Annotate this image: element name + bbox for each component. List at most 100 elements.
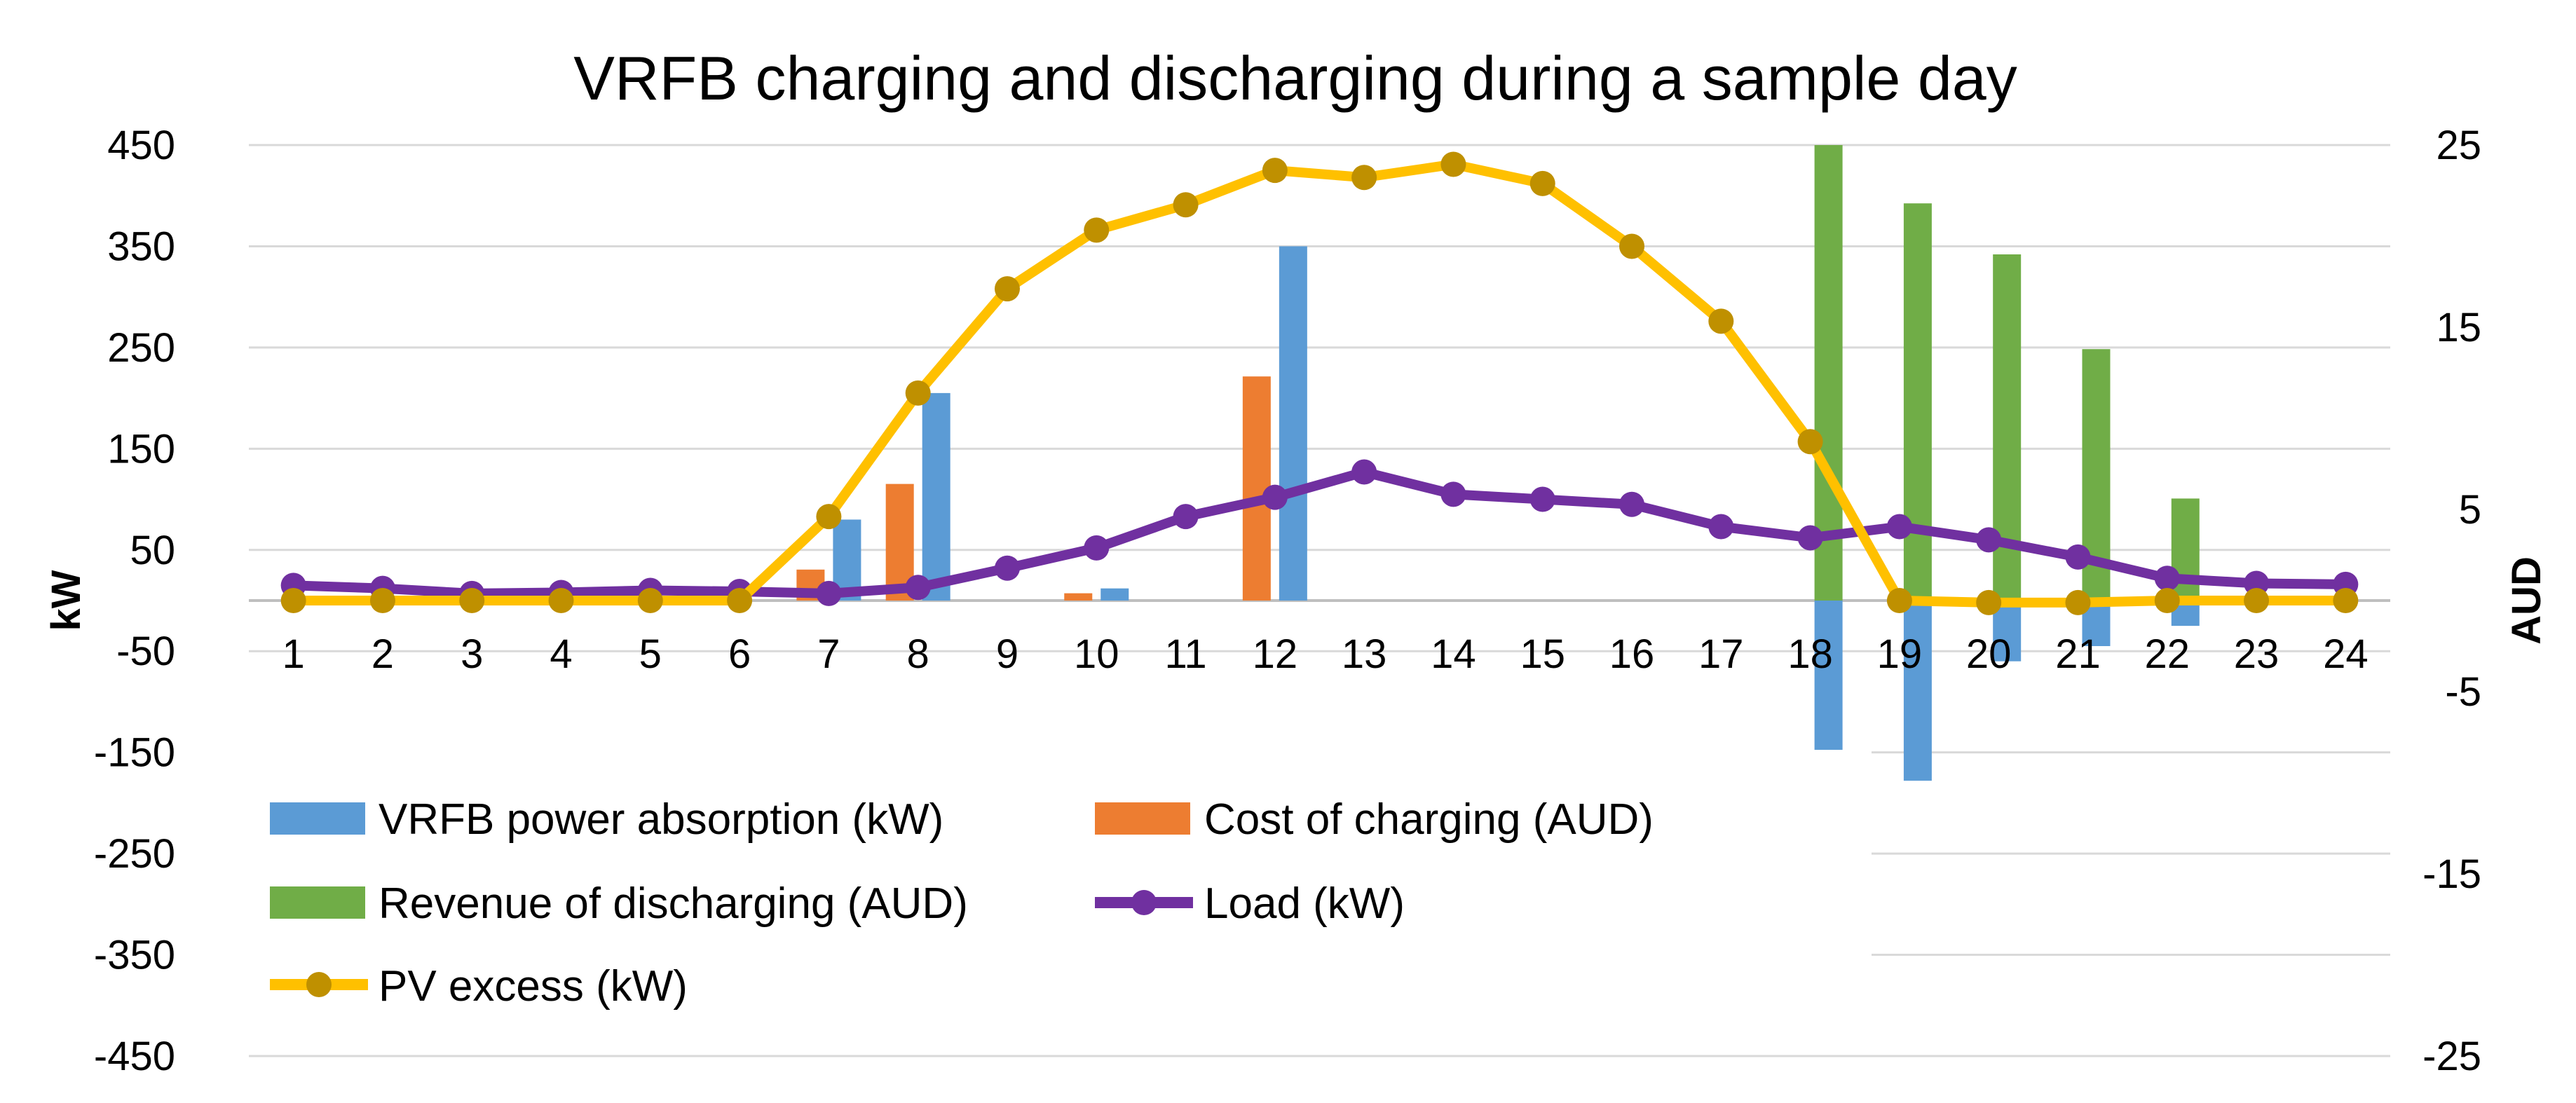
bar-vrfb [1100,588,1129,601]
x-tick-label: 9 [996,631,1018,677]
y-left-tick-label: 150 [107,426,175,472]
x-axis-ticks: 1 2 3 4 5 6 7 8 9 10 11 12 13 14 15 16 17 18 19 20 21 22 23 24 [282,631,2369,677]
legend-swatch-revenue [270,886,365,919]
y-right-tick-label: -15 [2422,851,2481,897]
y-left-tick-label: -50 [116,629,175,674]
marker-pv [369,588,395,613]
x-tick-label: 8 [907,631,929,677]
x-tick-label: 6 [728,631,751,677]
y-axis-right-label: AUD [2504,556,2549,645]
x-tick-label: 2 [372,631,394,677]
legend-label-load: Load (kW) [1204,879,1405,928]
legend-marker-pv [306,972,332,997]
marker-load [994,555,1020,581]
bar-revenue [1814,145,1843,601]
marker-pv [2333,588,2359,613]
marker-load [1529,486,1555,512]
bar-cost [1064,593,1093,601]
marker-load [1619,491,1645,517]
legend-background [231,750,1872,1030]
y-left-tick-label: -450 [94,1034,175,1079]
marker-pv [2154,588,2180,613]
x-tick-label: 5 [639,631,662,677]
legend-label-vrfb: VRFB power absorption (kW) [379,795,943,844]
y-axis-right-ticks: 25 15 5 -5 -15 -25 [2422,123,2481,1079]
x-tick-label: 24 [2323,631,2369,677]
bar-vrfb [1903,601,1932,781]
marker-pv [280,588,306,613]
y-left-tick-label: 450 [107,123,175,168]
x-tick-label: 19 [1877,631,1923,677]
marker-load [1351,459,1377,485]
y-right-tick-label: 15 [2436,305,2481,350]
marker-pv [1619,233,1645,259]
y-axis-left-ticks: 450 350 250 150 50 -50 -150 -250 -350 -450 [94,123,175,1079]
y-right-tick-label: -25 [2422,1034,2481,1079]
bar-vrfb [922,392,950,601]
marker-pv [637,588,663,613]
line-load [288,467,2351,598]
marker-pv [1708,308,1734,334]
legend-swatch-cost [1095,802,1190,835]
x-tick-label: 15 [1520,631,1565,677]
legend-marker-load [1131,890,1157,915]
marker-pv [1976,589,2002,615]
marker-load [816,580,842,606]
y-right-tick-label: 25 [2436,123,2481,168]
x-tick-label: 13 [1342,631,1387,677]
x-tick-label: 4 [550,631,572,677]
marker-pv [1173,192,1199,218]
marker-pv [727,588,753,613]
x-tick-label: 10 [1074,631,1119,677]
x-tick-label: 11 [1164,631,1206,677]
x-tick-label: 23 [2234,631,2279,677]
marker-pv [1797,429,1823,455]
y-right-tick-label: 5 [2459,487,2481,533]
legend-label-revenue: Revenue of discharging (AUD) [379,879,968,928]
marker-pv [548,588,574,613]
marker-load [1173,504,1199,530]
marker-pv [994,276,1020,302]
y-left-tick-label: 50 [130,528,175,573]
y-left-tick-label: -150 [94,730,175,776]
x-tick-label: 14 [1431,631,1476,677]
marker-pv [1084,217,1110,243]
marker-load [2154,566,2180,591]
marker-load [2065,544,2091,570]
x-tick-label: 18 [1787,631,1833,677]
marker-load [1084,535,1110,561]
marker-pv [1262,158,1288,184]
x-tick-label: 17 [1698,631,1744,677]
marker-pv [1440,151,1466,177]
x-tick-label: 12 [1253,631,1298,677]
line-pv [288,159,2351,608]
marker-pv [459,588,485,613]
bar-revenue [1903,203,1932,601]
marker-pv [1529,170,1555,196]
marker-load [1708,514,1734,540]
x-tick-label: 20 [1966,631,2012,677]
x-tick-label: 16 [1609,631,1655,677]
marker-load [905,575,931,601]
y-left-tick-label: 350 [107,224,175,269]
marker-pv [1351,165,1377,191]
marker-pv [905,380,931,406]
bar-vrfb [1279,246,1307,601]
x-tick-label: 22 [2145,631,2190,677]
marker-load [1976,527,2002,553]
x-tick-label: 1 [282,631,305,677]
line-layer [280,151,2359,615]
y-axis-left-label: kW [43,570,89,631]
marker-load [1886,514,1912,540]
marker-load [1262,484,1288,510]
x-tick-label: 7 [817,631,840,677]
y-left-tick-label: 250 [107,325,175,371]
marker-pv [2244,588,2270,613]
legend: VRFB power absorption (kW) Cost of charg… [231,750,1872,1030]
x-tick-label: 3 [461,631,483,677]
chart-title: VRFB charging and discharging during a s… [573,43,2017,113]
legend-label-pv: PV excess (kW) [379,962,688,1010]
y-left-tick-label: -350 [94,933,175,978]
legend-label-cost: Cost of charging (AUD) [1204,795,1654,844]
